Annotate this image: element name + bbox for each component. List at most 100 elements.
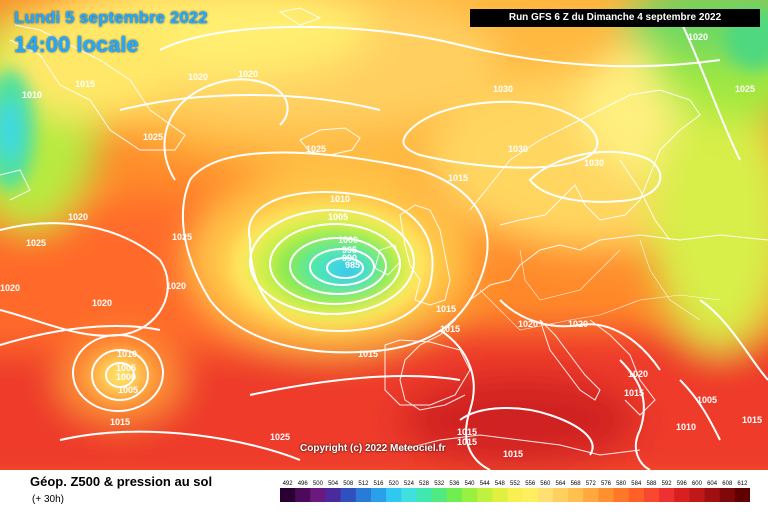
scale-swatch [674, 488, 690, 502]
scale-label: 524 [404, 481, 415, 487]
color-scale: 492 496 500 504 508 512 516 520 524 528 532 536 540 5… [280, 481, 750, 502]
map-title: Géop. Z500 & pression au sol [30, 474, 213, 489]
scale-swatch [583, 488, 599, 502]
isobar-label: 1010 [676, 422, 696, 432]
isobar-label: 1025 [735, 84, 755, 94]
isobar-label: 1015 [457, 427, 477, 437]
scale-swatch [386, 488, 402, 502]
scale-label: 572 [586, 481, 597, 487]
scale-label: 584 [631, 481, 642, 487]
scale-swatch [477, 488, 493, 502]
isobar-label: 1005 [697, 395, 717, 405]
isobars [0, 19, 768, 470]
scale-label: 556 [525, 481, 536, 487]
isobar-label: 1015 [503, 449, 523, 459]
scale-label: 516 [373, 481, 384, 487]
isobar-label: 1005 [328, 212, 348, 222]
scale-swatch [340, 488, 357, 502]
isobar-label: 1015 [457, 437, 477, 447]
scale-label: 528 [419, 481, 430, 487]
geopotential-field [0, 0, 768, 470]
isobar-label: 1020 [568, 319, 588, 329]
scale-swatch [280, 488, 296, 502]
isobar-label: 995 [342, 245, 357, 255]
isobar-label: 1020 [188, 72, 208, 82]
scale-label: 612 [737, 481, 748, 487]
scale-swatch [431, 488, 448, 502]
isobar-label: 990 [342, 253, 357, 263]
scale-label: 596 [677, 481, 688, 487]
isobar-label: 1015 [436, 304, 456, 314]
isobar-label: 1030 [493, 84, 513, 94]
isobar-label: 1030 [508, 144, 528, 154]
scale-label: 496 [298, 481, 309, 487]
isobar-label: 1015 [440, 324, 460, 334]
scale-swatch [461, 488, 478, 502]
scale-swatch [643, 488, 660, 502]
isobar-label: 1015 [110, 417, 130, 427]
isobar-label: 1005 [116, 363, 136, 373]
scale-swatch [689, 488, 706, 502]
isobar-label: 1020 [92, 298, 112, 308]
isobar-labels: 1020 1020 1020 1015 1010 1025 1025 1030 … [0, 32, 762, 459]
scale-swatch [310, 488, 326, 502]
scale-label: 504 [328, 481, 339, 487]
scale-swatch [719, 488, 736, 502]
scale-label: 608 [722, 481, 733, 487]
isobar-label: 1030 [584, 158, 604, 168]
scale-label: 552 [510, 481, 521, 487]
scale-swatch [492, 488, 508, 502]
scale-swatch [416, 488, 433, 502]
scale-label: 540 [464, 481, 475, 487]
scale-swatch [734, 488, 750, 502]
weather-map: 1020 1020 1020 1015 1010 1025 1025 1030 … [0, 0, 768, 470]
scale-swatch [371, 488, 387, 502]
isobar-label: 1010 [330, 194, 350, 204]
scale-label: 564 [555, 481, 566, 487]
scale-label: 532 [434, 481, 445, 487]
isobar-label: 1015 [75, 79, 95, 89]
scale-swatch [507, 488, 524, 502]
isobar-label: 1010 [22, 90, 42, 100]
isobar-label: 1025 [306, 144, 326, 154]
forecast-date: Lundi 5 septembre 2022 [14, 8, 208, 27]
scale-swatch [295, 488, 311, 502]
run-banner: Run GFS 6 Z du Dimanche 4 septembre 2022 [470, 9, 760, 27]
isobar-label: 1025 [143, 132, 163, 142]
isobar-label: 1025 [172, 232, 192, 242]
scale-swatch [628, 488, 645, 502]
scale-label: 580 [616, 481, 627, 487]
scale-label: 492 [283, 481, 294, 487]
isobar-label: 1010 [117, 349, 137, 359]
scale-label: 536 [449, 481, 460, 487]
isobar-label: 1005 [118, 385, 138, 395]
scale-label: 548 [495, 481, 506, 487]
scale-label: 568 [571, 481, 582, 487]
scale-label: 588 [646, 481, 657, 487]
scale-swatch [598, 488, 615, 502]
scale-label: 600 [692, 481, 703, 487]
scale-label: 544 [480, 481, 491, 487]
scale-label: 576 [601, 481, 612, 487]
scale-swatch [552, 488, 569, 502]
scale-swatch [704, 488, 721, 502]
isobar-label: 1020 [238, 69, 258, 79]
forecast-offset: (+ 30h) [32, 494, 64, 505]
copyright-notice: Copyright (c) 2022 Meteociel.fr [300, 443, 446, 454]
scale-swatch [325, 488, 342, 502]
scale-label: 508 [343, 481, 354, 487]
isobar-label: 1020 [0, 283, 20, 293]
isobar-label: 1025 [26, 238, 46, 248]
coastlines [0, 7, 768, 456]
isobar-label: 1020 [68, 212, 88, 222]
scale-label: 500 [313, 481, 324, 487]
isobar-label: 1000 [116, 372, 136, 382]
scale-swatch [522, 488, 539, 502]
scale-label: 520 [389, 481, 400, 487]
scale-label: 560 [540, 481, 551, 487]
scale-label: 512 [358, 481, 369, 487]
isobar-label: 1020 [166, 281, 186, 291]
scale-swatch [613, 488, 630, 502]
isobar-label: 1015 [448, 173, 468, 183]
scale-label: 592 [662, 481, 673, 487]
